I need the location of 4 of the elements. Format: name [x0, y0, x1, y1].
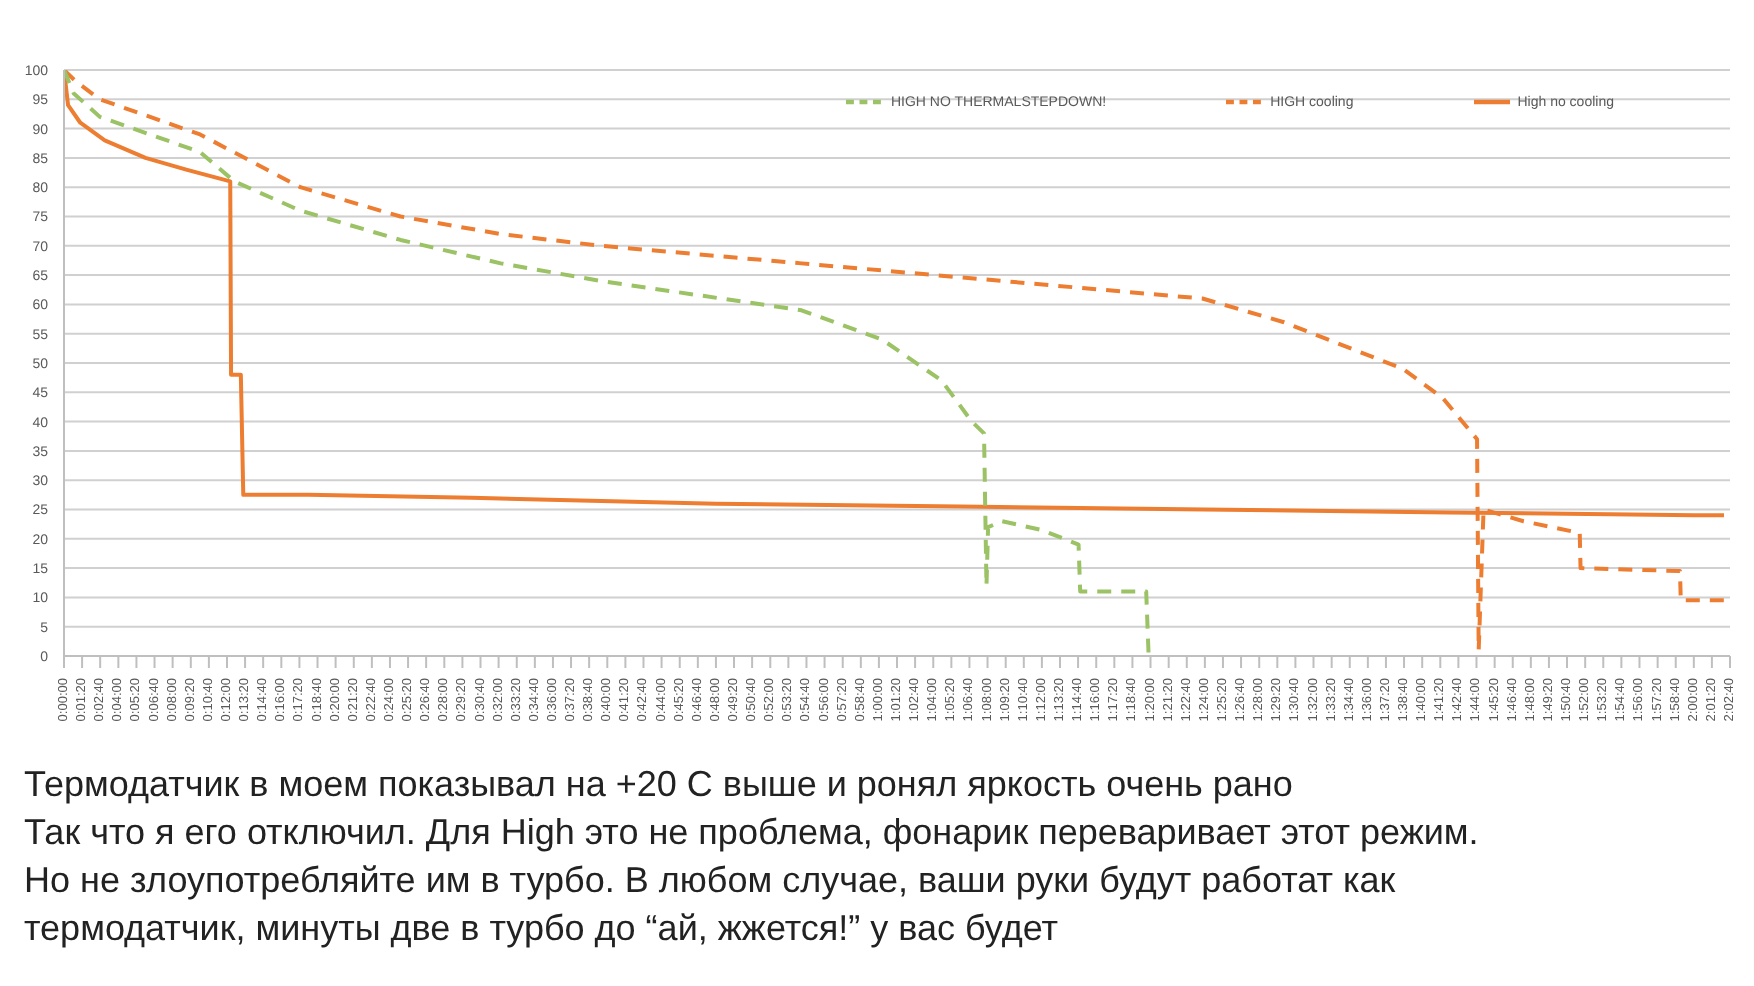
text: термодатчик, минуты две в турбо до “ай, жжется!” у вас будет	[24, 906, 1060, 952]
text: Термодатчик в моем показывал на +20 C выше и ронял яркость очень рано	[24, 762, 1295, 808]
text: Но не злоупотребляйте им в турбо. В любом случае, ваши руки будут работат как	[24, 858, 1398, 904]
text: Так что я его отключил. Для High это не проблема, фонарик переваривает этот режим.	[24, 810, 1481, 856]
